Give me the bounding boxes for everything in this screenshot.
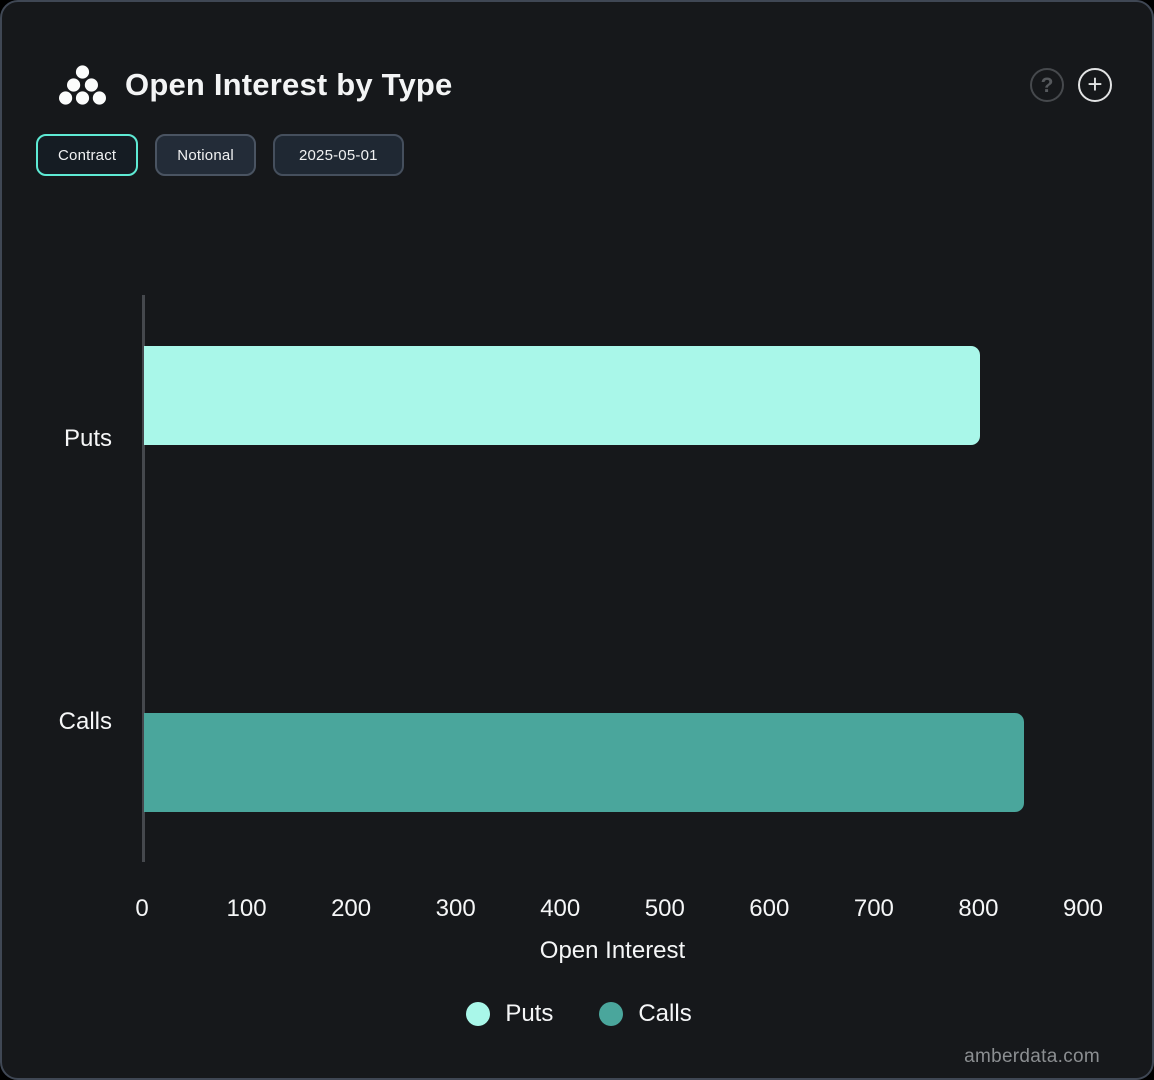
plus-glyph: + — [1087, 69, 1103, 99]
x-tick-label: 600 — [749, 895, 790, 922]
help-icon[interactable]: ? — [1030, 68, 1064, 102]
date-picker-button[interactable]: 2025-05-01 — [272, 134, 404, 176]
contract-label: Contract — [58, 146, 117, 164]
bar-row-puts: Puts — [64, 297, 1083, 580]
x-axis-ticks: 0 100 200 300 400 500 600 700 800 900 — [135, 864, 1103, 922]
x-tick-label: 500 — [644, 895, 685, 922]
card-header: Open Interest by Type ? + — [59, 60, 1112, 110]
category-label: Calls — [58, 707, 112, 735]
bar-calls[interactable] — [144, 713, 1025, 812]
y-axis-line — [142, 295, 145, 862]
header-actions: ? + — [1030, 68, 1112, 102]
chart-legend: Puts Calls — [2, 1000, 1152, 1028]
watermark: amberdata.com — [964, 1046, 1100, 1067]
legend-item-puts[interactable]: Puts — [466, 1000, 553, 1028]
x-tick-label: 800 — [958, 895, 999, 922]
help-glyph: ? — [1040, 73, 1054, 97]
category-label: Puts — [63, 424, 112, 452]
x-tick-label: 100 — [226, 895, 267, 922]
notional-label: Notional — [177, 146, 234, 164]
x-axis-title: Open Interest — [539, 937, 686, 964]
page-title: Open Interest by Type — [125, 67, 453, 102]
amberdata-logo-icon — [59, 65, 106, 105]
date-label: 2025-05-01 — [298, 146, 378, 164]
plot-area: 0 100 200 300 400 500 600 700 800 900 Open Intere… — [59, 295, 1103, 964]
legend-label: Calls — [638, 1000, 692, 1027]
x-tick-label: 400 — [540, 895, 581, 922]
x-tick-label: 900 — [1062, 895, 1104, 922]
x-tick-label: 200 — [331, 895, 372, 922]
chart-controls: Contract Notional 2025-05-01 — [36, 134, 404, 176]
add-icon[interactable]: + — [1078, 68, 1112, 102]
x-tick-label: 0 — [135, 895, 149, 922]
bar-row-calls: Calls — [59, 580, 1083, 863]
toggle-notional-button[interactable]: Notional — [155, 134, 256, 176]
x-tick-label: 700 — [853, 895, 894, 922]
legend-label: Puts — [505, 1000, 554, 1027]
x-tick-label: 300 — [435, 895, 476, 922]
legend-item-calls[interactable]: Calls — [599, 1000, 692, 1028]
toggle-contract-button[interactable]: Contract — [36, 134, 139, 176]
legend-dot — [599, 1002, 624, 1026]
bar-puts[interactable] — [144, 346, 981, 445]
legend-dot — [466, 1002, 491, 1026]
